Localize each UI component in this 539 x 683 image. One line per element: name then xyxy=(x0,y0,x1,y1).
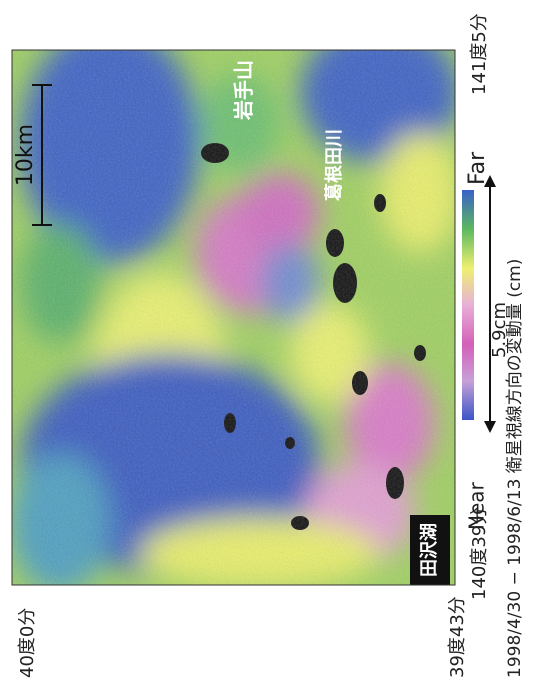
page: {"corners": {"top_left_lat": "40度0分", "b… xyxy=(0,0,539,683)
legend-far: Far xyxy=(465,151,490,185)
river-label: 葛根田川 xyxy=(323,129,345,202)
color-bar xyxy=(462,190,474,420)
corner-label: 39度43分 xyxy=(447,596,468,678)
lake-label: 田沢湖 xyxy=(418,523,440,577)
corner-label: 40度0分 xyxy=(17,608,38,678)
scale-label: 10km xyxy=(13,124,38,186)
figure: 10km 岩手山 葛根田川 田沢湖 40度0分 39度43分 140度39分 1… xyxy=(0,0,539,683)
mountain-label: 岩手山 xyxy=(232,60,256,121)
legend-near: Near xyxy=(465,481,489,530)
rotated-layout: 10km 岩手山 葛根田川 田沢湖 40度0分 39度43分 140度39分 1… xyxy=(10,13,525,678)
corner-label: 141度5分 xyxy=(469,13,490,95)
legend-caption: 1998/4/30 − 1998/6/13 衛星視線方向の変動量 (cm) xyxy=(505,259,525,678)
